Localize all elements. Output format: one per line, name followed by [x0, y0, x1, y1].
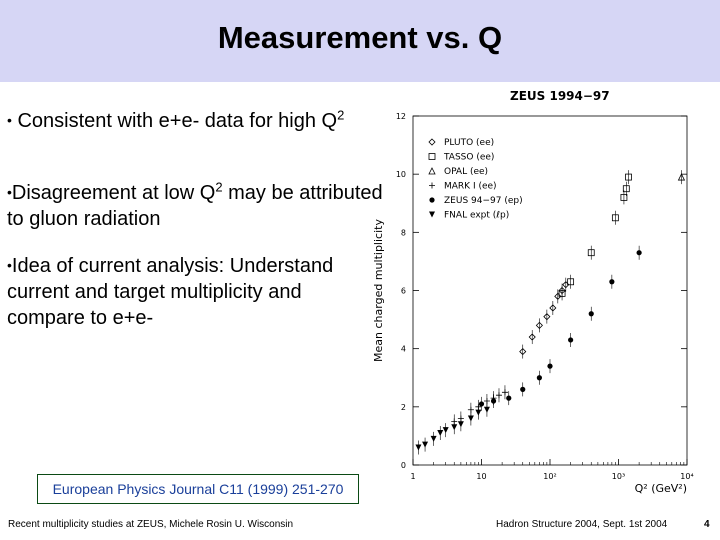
x-tick-label: 10³ [612, 472, 625, 481]
slide-title: Measurement vs. Q [217, 20, 503, 55]
data-point [520, 386, 526, 392]
bullet-1: • Consistent with e+e- data for high Q2 [7, 107, 392, 134]
y-tick-label: 6 [401, 287, 406, 296]
legend-marker [429, 182, 435, 189]
legend-marker [428, 167, 436, 175]
legend-label: MARK I (ee) [444, 182, 497, 192]
y-tick-label: 4 [401, 345, 406, 354]
data-point [609, 279, 615, 285]
legend-marker [428, 138, 436, 146]
data-point [620, 194, 628, 201]
bullet-tail: may be attributed to gluon radiation [7, 182, 383, 230]
x-tick-label: 10² [543, 472, 556, 481]
y-tick-label: 0 [401, 461, 406, 470]
bullet-text: Disagreement at low Q [11, 182, 216, 204]
data-point [506, 395, 512, 401]
data-point [483, 406, 490, 413]
footer-left: Recent multiplicity studies at ZEUS, Mic… [8, 519, 294, 530]
title-bar [0, 0, 720, 82]
reference-box: European Physics Journal C11 (1999) 251-… [37, 474, 359, 504]
footer-right: Hadron Structure 2004, Sept. 1st 2004 [496, 519, 668, 530]
legend-label: TASSO (ee) [443, 153, 494, 163]
data-point [568, 337, 574, 343]
bullet-3: •Idea of current analysis: Understand cu… [7, 252, 342, 331]
data-point [457, 421, 464, 428]
data-point [437, 430, 444, 437]
multiplicity-plot: ZEUS 1994−97 0 2 4 6 8 10 12 1 10 10² 10³ 10⁴ Mean ch… [372, 89, 694, 495]
page-number: 4 [704, 519, 710, 530]
y-tick-label: 8 [401, 228, 406, 237]
legend-marker [428, 153, 436, 160]
data-point [588, 311, 594, 317]
legend-label: ZEUS 94−97 (ep) [444, 196, 523, 206]
y-tick-label: 12 [396, 112, 406, 121]
bullet-icon: • [7, 112, 12, 128]
data-point [451, 424, 458, 431]
data-point [543, 313, 551, 321]
x-axis-label: Q² (GeV²) [635, 482, 687, 495]
y-tick-label: 10 [396, 170, 406, 179]
legend-marker [429, 197, 435, 203]
y-axis-label: Mean charged multiplicity [372, 219, 385, 362]
legend-label: FNAL expt (ℓp) [444, 211, 509, 221]
x-tick-label: 1 [410, 472, 415, 481]
chart-title: ZEUS 1994−97 [510, 89, 610, 103]
data-point [490, 398, 497, 404]
x-tick-label: 10 [476, 472, 486, 481]
data-point [501, 389, 508, 396]
data-point [611, 214, 619, 222]
data-point [625, 173, 632, 181]
data-point [495, 392, 502, 399]
data-point [549, 304, 557, 312]
legend-marker [429, 211, 435, 218]
legend-label: PLUTO (ee) [444, 138, 494, 148]
data-point [528, 333, 536, 341]
bullet-text: Idea of current analysis: Understand cur… [7, 255, 334, 329]
bullet-icon: • [7, 184, 12, 200]
data-point [558, 290, 566, 297]
data-point [475, 409, 482, 416]
y-tick-label: 2 [401, 403, 406, 412]
data-point [622, 185, 630, 193]
data-point [535, 321, 543, 329]
bullet-text: Consistent with e+e- data for high Q [17, 110, 338, 132]
data-point [677, 173, 686, 181]
data-point [547, 363, 553, 369]
data-point [467, 415, 474, 422]
data-point [442, 427, 449, 434]
data-point [478, 401, 485, 407]
data-point [422, 441, 429, 448]
superscript: 2 [337, 107, 345, 123]
legend-label: OPAL (ee) [444, 167, 488, 177]
bullet-2: •Disagreement at low Q2 may be attribute… [7, 179, 392, 232]
x-tick-label: 10⁴ [680, 472, 693, 481]
data-point [554, 292, 562, 300]
data-point [587, 249, 595, 257]
data-point [567, 278, 575, 286]
data-point [415, 444, 422, 451]
data-point [519, 348, 527, 356]
data-point [430, 435, 437, 442]
data-point [636, 250, 642, 256]
bullet-icon: • [7, 257, 12, 273]
superscript: 2 [215, 179, 223, 195]
data-point [536, 375, 542, 381]
